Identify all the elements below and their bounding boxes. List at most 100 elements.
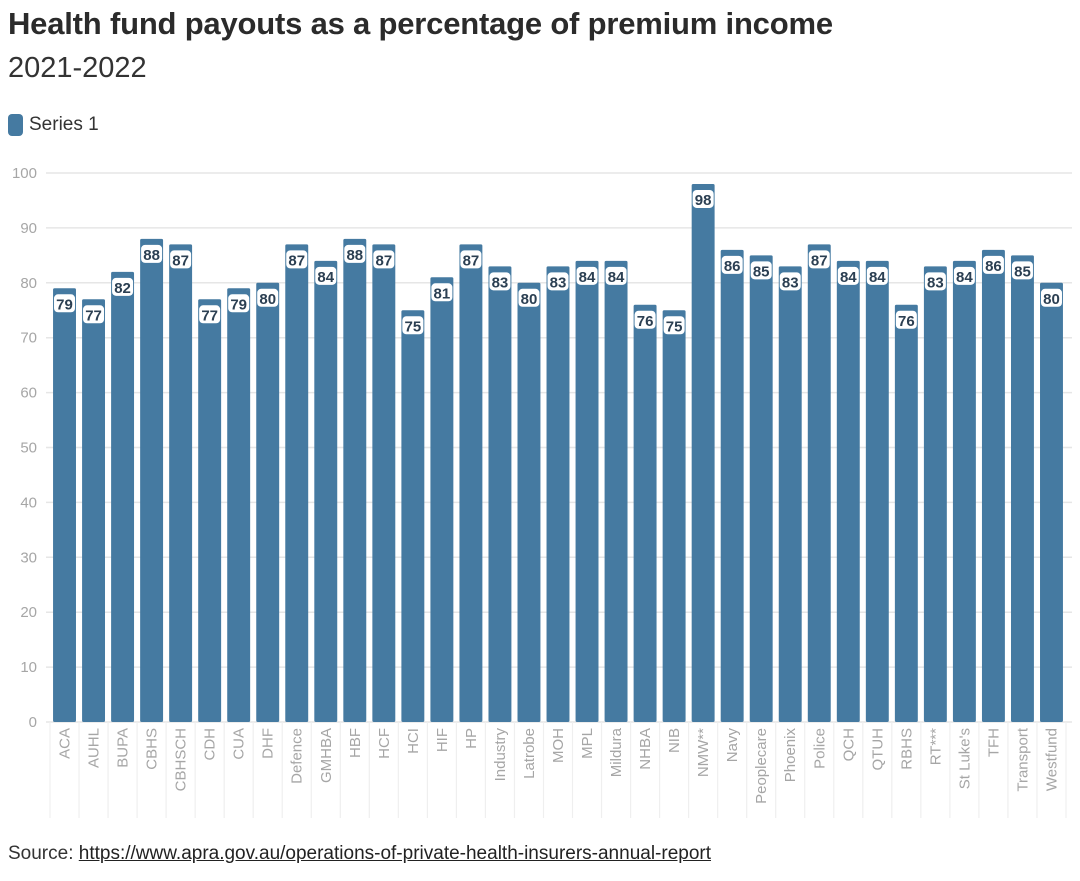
data-label: 79 [56,296,73,313]
source-link[interactable]: https://www.apra.gov.au/operations-of-pr… [78,843,712,864]
x-tick-label: BUPA [115,728,132,768]
data-label-bg [605,266,627,285]
x-tick-label: Defence [289,728,306,784]
data-label: 76 [898,313,915,330]
bar-CBHS [140,238,164,722]
data-label: 84 [608,269,625,286]
x-tick-label: CBHS [144,728,161,770]
x-tick-label: HCI [405,728,422,754]
data-label: 85 [1014,263,1031,280]
data-label-bg [866,266,888,285]
data-label-bg [576,266,598,285]
data-label-bg [982,255,1004,274]
bar-QCH [836,260,860,722]
data-label-bg [1011,261,1033,280]
x-tick-label: HP [463,728,480,749]
data-label: 79 [230,296,247,313]
data-label: 83 [550,274,567,291]
y-tick-label: 90 [20,220,37,237]
data-label-bg [547,272,569,291]
data-label-bg [837,266,859,285]
bar-Industry [488,266,512,722]
data-label: 77 [85,307,102,324]
data-label: 87 [811,252,828,269]
x-tick-label: AUHL [86,728,103,768]
data-label: 87 [375,252,392,269]
data-label-bg [373,250,395,269]
data-label: 83 [927,274,944,291]
bar-HCI [401,310,425,722]
y-tick-label: 50 [20,440,37,457]
data-label: 76 [637,313,654,330]
bar-Police [807,244,831,722]
x-tick-label: RBHS [898,728,915,770]
bar-ACA [53,288,76,722]
data-label-bg [402,316,424,335]
bar-DHF [256,282,280,722]
source-note: Source: https://www.apra.gov.au/operatio… [8,843,711,865]
data-label: 84 [869,269,886,286]
x-tick-label: DHF [260,728,277,759]
source-label: Source: [8,843,79,864]
bar-TFH [981,249,1005,723]
bar-GMHBA [314,260,338,722]
data-label-bg [924,272,946,291]
data-label-bg [634,310,656,329]
x-tick-label: Peoplecare [753,728,770,804]
data-label-bg [750,261,772,280]
chart-title: Health fund payouts as a percentage of p… [8,6,833,41]
bar-NHBA [633,304,657,722]
bar-HCF [372,244,396,722]
x-axis: ACA AUHL BUPA CBHS CBHSCH CDH CUA DHF Defence GMH… [57,727,1061,804]
x-tick-label: Mildura [608,727,625,777]
bar-Peoplecare [749,255,773,722]
data-label-bg [489,272,511,291]
y-tick-label: 30 [20,549,37,566]
x-tick-label: Navy [724,728,741,763]
data-label: 87 [288,252,305,269]
x-tick-label: TFH [985,728,1002,757]
bar-QTUH [865,260,889,722]
bar-NIB [662,310,686,722]
x-tick-label: HIF [434,728,451,752]
chart-subtitle: 2021-2022 [8,52,147,84]
bar-MPL [575,260,599,722]
bar-HIF [430,277,454,722]
y-tick-label: 100 [12,165,37,182]
bar-Transport [1010,255,1034,722]
data-label-bg [170,250,192,269]
data-label: 87 [463,252,480,269]
x-tick-label: CUA [231,728,248,760]
bar-Westfund [1040,282,1063,722]
y-axis: 0 10 20 30 40 50 60 70 80 90 100 [12,165,37,731]
data-label-bg [808,250,830,269]
data-label-bg [431,283,453,302]
data-label: 80 [259,291,276,308]
x-tick-label: Westfund [1043,728,1060,791]
data-label: 83 [492,274,509,291]
data-label-bg [721,255,743,274]
data-label: 82 [114,280,131,297]
y-tick-label: 40 [20,494,37,511]
data-label-bg [257,288,279,307]
data-label-bg [518,288,540,307]
x-tick-label: NHBA [637,728,654,770]
bar-St Luke's [952,260,976,722]
data-label: 75 [405,318,422,335]
bar-MOH [546,266,570,722]
legend-label: Series 1 [29,114,99,135]
data-label: 88 [143,247,160,264]
data-label-bg [692,189,714,208]
data-label: 80 [1043,291,1060,308]
data-label: 88 [346,247,363,264]
data-label: 80 [521,291,538,308]
x-tick-label: Police [811,728,828,769]
x-tick-label: ACA [57,728,74,759]
data-label-bg [141,244,163,263]
data-label: 83 [782,274,799,291]
data-label: 98 [695,192,712,209]
bar-Navy [720,249,744,723]
y-tick-label: 70 [20,330,37,347]
x-tick-label: Phoenix [782,728,799,783]
data-labels: 79 77 82 88 87 77 79 80 87 84 88 87 75 81 87 83 80 83 84 84… [54,189,1062,335]
